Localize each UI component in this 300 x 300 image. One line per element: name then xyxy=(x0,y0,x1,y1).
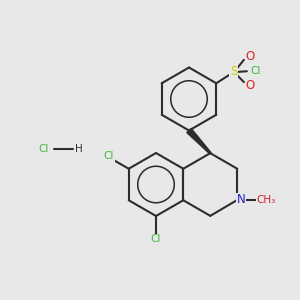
Text: O: O xyxy=(246,79,255,92)
Text: Cl: Cl xyxy=(250,66,260,76)
Text: O: O xyxy=(246,50,255,63)
Text: Cl: Cl xyxy=(38,143,49,154)
Text: Cl: Cl xyxy=(104,152,114,161)
Text: CH₃: CH₃ xyxy=(257,195,276,205)
Text: Cl: Cl xyxy=(151,234,161,244)
Text: S: S xyxy=(230,65,237,78)
Polygon shape xyxy=(187,128,211,154)
Text: H: H xyxy=(75,143,83,154)
Text: N: N xyxy=(236,194,245,206)
